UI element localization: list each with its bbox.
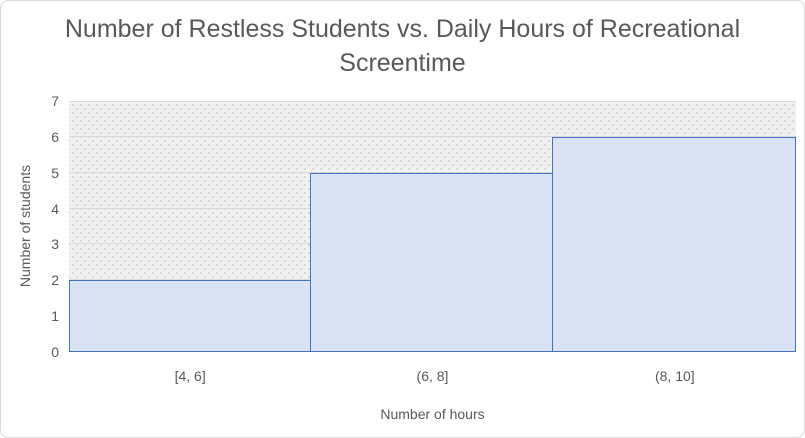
bar--6-8- (309, 172, 554, 352)
y-tick-label-1: 1 (51, 308, 59, 325)
y-tick-label-7: 7 (51, 93, 59, 109)
gridline-y-7 (69, 101, 796, 102)
x-tick-label-0: [4, 6] (174, 368, 206, 384)
plot-area (69, 101, 796, 352)
gridline-y-5 (69, 171, 796, 173)
bar--4-6- (69, 280, 312, 352)
chart-title: Number of Restless Students vs. Daily Ho… (64, 15, 741, 77)
y-tick-label-3: 3 (51, 236, 59, 253)
x-axis-title: Number of hours (380, 406, 485, 422)
x-tick-label-2: (8, 10] (654, 368, 695, 384)
y-tick-label-6: 6 (51, 128, 59, 145)
bar--8-10- (552, 136, 796, 352)
y-tick-label-5: 5 (51, 164, 59, 181)
gridline-y-6 (69, 135, 796, 137)
y-tick-label-0: 0 (51, 344, 59, 360)
x-tick-label-1: (6, 8] (416, 368, 449, 384)
y-tick-label-4: 4 (51, 200, 59, 217)
y-axis-title: Number of students (17, 164, 33, 288)
y-tick-label-2: 2 (51, 272, 59, 289)
